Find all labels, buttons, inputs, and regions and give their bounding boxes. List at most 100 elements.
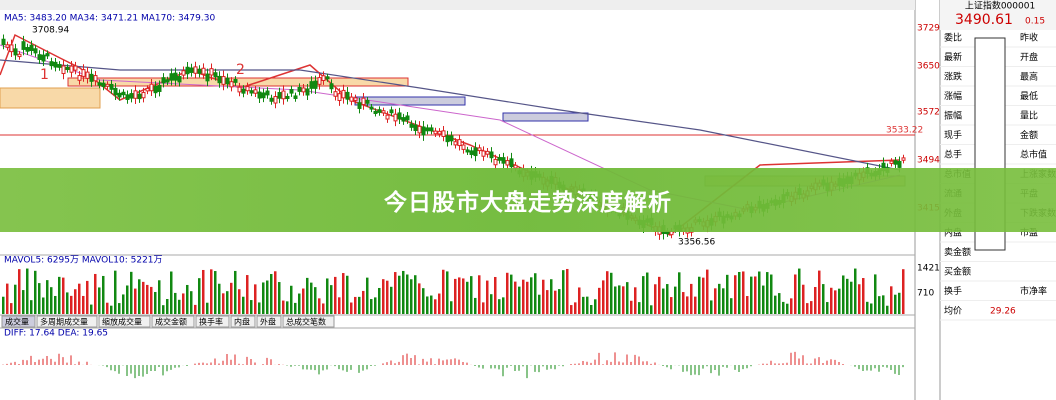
volume-bar bbox=[394, 272, 397, 314]
volume-bar bbox=[158, 280, 161, 314]
volume-bar bbox=[706, 269, 709, 314]
tab[interactable] bbox=[282, 315, 335, 328]
candle-body bbox=[409, 123, 414, 128]
tab-label: 缩放成交量 bbox=[102, 317, 142, 327]
tab-label: 内盘 bbox=[234, 317, 250, 327]
volume-bar bbox=[270, 274, 273, 314]
volume-bar bbox=[486, 280, 489, 314]
volume-bar bbox=[30, 300, 33, 314]
volume-bar bbox=[246, 275, 249, 314]
volume-bar bbox=[22, 290, 25, 314]
candle-body bbox=[257, 91, 262, 99]
volume-bar bbox=[470, 276, 473, 314]
volume-bar bbox=[102, 275, 105, 314]
tab[interactable] bbox=[1, 315, 36, 328]
volume-bar bbox=[622, 286, 625, 314]
volume-bar bbox=[874, 274, 877, 314]
tab[interactable] bbox=[36, 315, 98, 328]
candle-body bbox=[433, 130, 438, 135]
volume-bar bbox=[430, 295, 433, 314]
volume-bar bbox=[210, 269, 213, 314]
quote-change: 0.15 bbox=[1025, 17, 1045, 27]
volume-bar bbox=[390, 286, 393, 314]
candle-body bbox=[389, 109, 394, 114]
volume-bar bbox=[46, 280, 49, 314]
volume-bar bbox=[410, 279, 413, 314]
volume-bar bbox=[34, 270, 37, 314]
candle-body bbox=[193, 66, 198, 74]
tab[interactable] bbox=[230, 315, 256, 328]
sidebar-label: 总市值 bbox=[1020, 149, 1047, 161]
volume-bar bbox=[306, 277, 309, 314]
volume-bar bbox=[530, 277, 533, 314]
volume-bar bbox=[854, 268, 857, 314]
candle-body bbox=[241, 88, 246, 94]
avg-value: 29.26 bbox=[990, 307, 1016, 317]
volume-bar bbox=[582, 296, 585, 314]
volume-bar bbox=[562, 270, 565, 314]
volume-bar bbox=[710, 300, 713, 314]
volume-bar bbox=[278, 282, 281, 314]
volume-bar bbox=[190, 291, 193, 314]
volume-bar bbox=[482, 302, 485, 314]
volume-bar bbox=[634, 287, 637, 314]
volume-bar bbox=[454, 278, 457, 314]
volume-bar bbox=[534, 273, 537, 314]
volume-bar bbox=[750, 276, 753, 314]
banner-title: 今日股市大盘走势深度解析 bbox=[0, 168, 1056, 232]
candle-body bbox=[229, 81, 234, 88]
candle-body bbox=[149, 83, 154, 92]
volume-bar bbox=[802, 284, 805, 314]
candle-body bbox=[173, 72, 178, 81]
volume-bar bbox=[134, 288, 137, 314]
zone-box bbox=[502, 112, 589, 122]
tab[interactable] bbox=[195, 315, 230, 328]
tab[interactable] bbox=[256, 315, 282, 328]
candle-body bbox=[321, 75, 326, 81]
volume-bar bbox=[26, 268, 29, 314]
candle-body bbox=[393, 113, 398, 122]
tab[interactable] bbox=[98, 315, 151, 328]
annotation: 3533.22 bbox=[886, 126, 923, 136]
price-axis-label: 3494 bbox=[917, 156, 940, 166]
volume-bar bbox=[154, 291, 157, 314]
candle-body bbox=[349, 96, 354, 102]
volume-bar bbox=[330, 285, 333, 314]
candle-body bbox=[493, 158, 498, 166]
tab-label: 成交金额 bbox=[155, 317, 187, 327]
candle-body bbox=[465, 149, 470, 153]
tab-label: 多周期成交量 bbox=[40, 317, 88, 327]
candle-body bbox=[165, 79, 170, 83]
volume-bar bbox=[146, 284, 149, 314]
volume-bar bbox=[718, 283, 721, 314]
candle-body bbox=[453, 141, 458, 146]
candle-body bbox=[345, 91, 350, 100]
volume-bar bbox=[722, 288, 725, 314]
candle-body bbox=[53, 61, 58, 68]
volume-bar bbox=[182, 293, 185, 314]
candle-body bbox=[293, 95, 298, 99]
volume-bar bbox=[866, 301, 869, 314]
candle-body bbox=[77, 75, 82, 81]
volume-bar bbox=[814, 287, 817, 314]
candle-body bbox=[333, 91, 338, 97]
volume-bar bbox=[838, 288, 841, 314]
volume-bar bbox=[446, 271, 449, 314]
volume-bar bbox=[766, 272, 769, 314]
volume-bar bbox=[354, 296, 357, 314]
tab[interactable] bbox=[151, 315, 195, 328]
candle-body bbox=[381, 110, 386, 114]
candle-body bbox=[209, 68, 214, 76]
volume-bar bbox=[382, 279, 385, 314]
volume-bar bbox=[638, 302, 641, 314]
volume-bar bbox=[606, 271, 609, 314]
quote-name: 上证指数000001 bbox=[965, 0, 1035, 12]
volume-bar bbox=[466, 281, 469, 314]
candle-body bbox=[205, 73, 210, 82]
tab-label: 换手率 bbox=[199, 317, 223, 327]
volume-bar bbox=[42, 297, 45, 314]
volume-bar bbox=[762, 285, 765, 314]
candle-body bbox=[497, 157, 502, 161]
sidebar-label: 涨跌 bbox=[944, 72, 962, 83]
